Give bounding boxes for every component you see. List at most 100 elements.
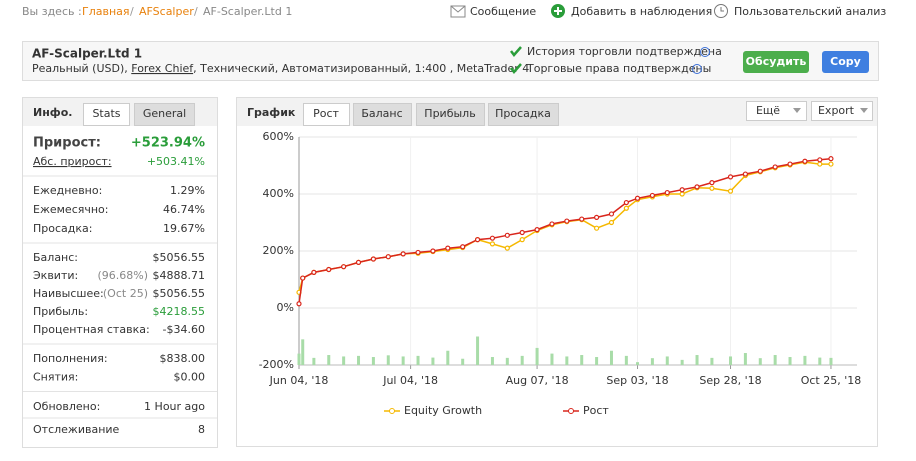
button-label: Ещё [756,104,780,117]
legend-label: Equity Growth [404,404,482,417]
volume-bar [680,359,684,365]
check-icon [510,63,522,74]
point [757,168,763,174]
legend-marker [568,408,574,414]
stat-value: $0.00 [174,371,206,384]
y-tick-label: 200% [263,244,294,257]
dropdown-arrow [860,108,868,113]
point [787,161,793,167]
breadcrumb-current: AF-Scalper.Ltd 1 [203,5,292,18]
point [649,192,656,199]
volume-bar [580,355,584,365]
chart-panel [236,97,878,447]
point [415,249,421,256]
stat-value: $838.00 [160,352,206,365]
point [460,244,466,250]
stat-value: 19.67% [163,222,205,235]
point [400,251,406,257]
stat-note: (96.68%) [97,269,148,282]
y-tick-label: 600% [263,130,294,143]
x-tick-label: Jul 04, '18 [382,374,438,387]
point [549,221,555,227]
point [802,158,808,164]
stat-label: Баланс: [33,251,78,264]
volume-bar [695,355,699,365]
tab-active[interactable] [303,103,350,126]
point [311,269,317,275]
volume-bar [710,357,714,365]
point [519,229,525,236]
point [817,161,823,167]
tab[interactable] [134,103,195,126]
stat-label: Процентная ставка: [33,323,150,336]
point [296,301,302,307]
info-panel [22,97,218,448]
volume-bar [624,355,628,365]
point [664,189,670,196]
analysis-icon [720,7,724,12]
separator: / [194,5,198,18]
tab-active[interactable] [83,103,130,126]
volume-bar [342,356,346,365]
volume-bar [818,357,822,365]
breadcrumb-link[interactable]: Главная [82,5,130,18]
volume-bar [758,358,762,365]
volume-bar [773,355,777,365]
headline-label: Прирост: [33,136,101,151]
point [385,254,391,260]
volume-bar [829,357,833,365]
point [593,214,600,220]
panel-title: Инфо. [33,106,72,119]
stat-label: Эквити: [33,269,78,282]
stat-value: -$34.60 [163,323,205,336]
discuss-button[interactable] [743,51,809,73]
tab[interactable] [353,103,412,126]
volume-bar [327,355,331,365]
broker-link[interactable]: Forex Chief [131,62,194,75]
help-icon[interactable] [700,47,710,57]
button-label: Обсудить [746,55,807,68]
volume-bar [565,356,569,365]
point [608,211,615,217]
button-label: Export [818,104,855,117]
more-button[interactable] [746,101,807,121]
tab-label: Stats [92,107,120,120]
point [623,199,629,206]
point [727,174,734,180]
stat-label: Ежедневно: [33,184,102,197]
point [445,245,451,251]
x-tick-label: Sep 28, '18 [699,374,761,387]
stat-label: Ежемесячно: [33,203,109,216]
volume-bar [636,362,640,365]
action[interactable]: Сообщение [470,5,536,18]
mail-icon [450,5,466,13]
point [828,156,834,162]
help-icon[interactable] [692,64,702,74]
export-button[interactable] [811,101,873,121]
tab[interactable] [488,103,559,126]
tab[interactable] [416,103,485,126]
account-desc: Реальный (USD), Forex Chief, Технический… [32,62,529,75]
account-name: AF-Scalper.Ltd 1 [32,47,142,61]
point [727,188,734,194]
action[interactable]: Пользовательский анализ [734,5,886,18]
x-tick-label: Sep 03, '18 [606,374,668,387]
point [679,187,685,193]
x-tick-label: Aug 07, '18 [506,374,569,387]
point [326,266,332,273]
stat-value: $4888.71 [153,269,206,282]
stat-value: +503.41% [147,155,205,168]
tab-label: Просадка [495,107,551,120]
stat-label: Просадка: [33,222,92,235]
volume-bar [803,355,807,365]
copy-button[interactable] [822,51,869,73]
stat-value: 1.29% [170,184,205,197]
breadcrumb-link[interactable]: AFScalper [139,5,194,18]
action[interactable]: Добавить в наблюдения [571,5,712,18]
separator: / [130,5,134,18]
volume-bar [476,336,480,365]
volume-bar [743,353,747,365]
check-text: История торговли подтверждена [527,45,722,58]
volume-bar [505,357,509,365]
volume-bar [301,339,305,365]
